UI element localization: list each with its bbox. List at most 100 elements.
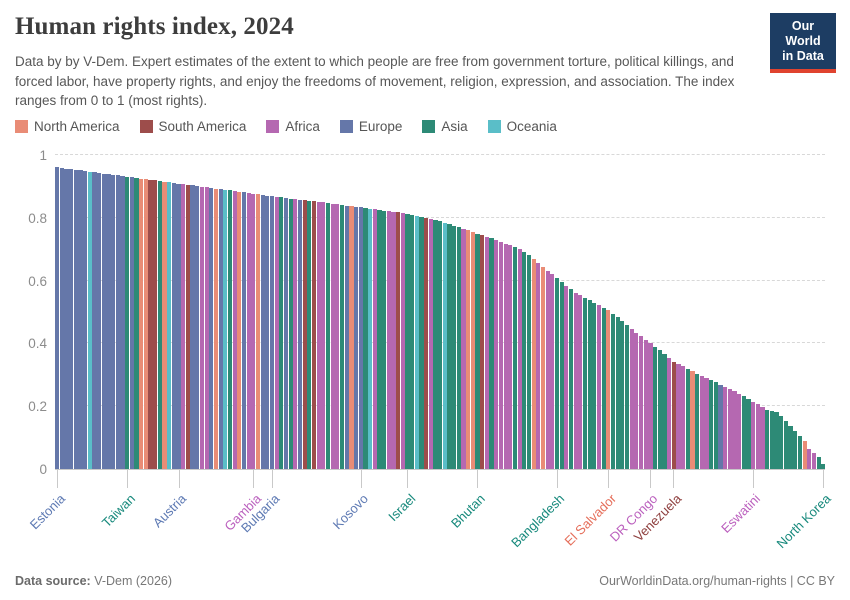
country-label-israel[interactable]: Israel bbox=[384, 491, 418, 525]
bar[interactable] bbox=[695, 373, 700, 469]
country-label-bhutan[interactable]: Bhutan bbox=[448, 491, 488, 531]
bar[interactable] bbox=[227, 190, 233, 469]
bar[interactable] bbox=[157, 181, 162, 469]
bar[interactable] bbox=[120, 176, 125, 469]
bar[interactable] bbox=[727, 388, 732, 469]
bar[interactable] bbox=[424, 217, 429, 469]
bar[interactable] bbox=[723, 386, 728, 469]
owid-url-license[interactable]: OurWorldinData.org/human-rights | CC BY bbox=[599, 574, 835, 588]
bar[interactable] bbox=[582, 297, 588, 469]
bar[interactable] bbox=[148, 179, 153, 469]
bar[interactable] bbox=[816, 457, 821, 469]
bar[interactable] bbox=[620, 321, 625, 469]
bar[interactable] bbox=[125, 176, 130, 469]
bar[interactable] bbox=[545, 270, 550, 469]
bar[interactable] bbox=[111, 174, 116, 469]
bar[interactable] bbox=[512, 247, 518, 469]
bar[interactable] bbox=[713, 382, 718, 469]
country-label-north-korea[interactable]: North Korea bbox=[773, 491, 834, 552]
legend-item-asia[interactable]: Asia bbox=[422, 119, 468, 134]
bar[interactable] bbox=[634, 332, 639, 469]
bar[interactable] bbox=[559, 281, 564, 469]
bar[interactable] bbox=[269, 196, 275, 469]
bar[interactable] bbox=[447, 224, 452, 469]
bar[interactable] bbox=[624, 325, 630, 469]
bar[interactable] bbox=[522, 252, 527, 469]
bar[interactable] bbox=[255, 194, 261, 469]
bar[interactable] bbox=[737, 393, 742, 469]
bar[interactable] bbox=[55, 166, 60, 469]
bar[interactable] bbox=[536, 263, 541, 469]
bar[interactable] bbox=[209, 187, 214, 469]
bar[interactable] bbox=[480, 235, 485, 469]
bar[interactable] bbox=[283, 198, 289, 469]
bar[interactable] bbox=[489, 238, 494, 469]
bar[interactable] bbox=[452, 225, 457, 469]
bar[interactable] bbox=[550, 274, 555, 469]
bar[interactable] bbox=[199, 186, 204, 469]
bar[interactable] bbox=[578, 295, 583, 469]
bar[interactable] bbox=[190, 185, 195, 469]
bar[interactable] bbox=[368, 208, 373, 469]
bar[interactable] bbox=[433, 220, 438, 469]
bar[interactable] bbox=[302, 200, 307, 469]
bar[interactable] bbox=[587, 300, 592, 469]
bar[interactable] bbox=[475, 233, 480, 469]
bar[interactable] bbox=[204, 187, 209, 469]
bar[interactable] bbox=[554, 278, 560, 469]
legend-item-north-america[interactable]: North America bbox=[15, 119, 120, 134]
bar[interactable] bbox=[807, 448, 812, 469]
bar[interactable] bbox=[643, 339, 648, 469]
bar[interactable] bbox=[106, 174, 111, 469]
bar[interactable] bbox=[344, 205, 349, 469]
bar[interactable] bbox=[274, 196, 279, 469]
country-label-estonia[interactable]: Estonia bbox=[26, 491, 68, 533]
bar[interactable] bbox=[638, 336, 644, 469]
bar[interactable] bbox=[167, 182, 172, 469]
bar[interactable] bbox=[265, 195, 270, 469]
bar[interactable] bbox=[115, 175, 120, 469]
bar[interactable] bbox=[498, 241, 503, 469]
bar[interactable] bbox=[503, 243, 508, 469]
bar[interactable] bbox=[685, 368, 690, 469]
bar[interactable] bbox=[419, 216, 424, 469]
bar[interactable] bbox=[648, 343, 653, 469]
bar[interactable] bbox=[354, 206, 359, 469]
owid-logo[interactable]: Our World in Data bbox=[770, 13, 836, 73]
bar[interactable] bbox=[64, 168, 69, 469]
bar[interactable] bbox=[508, 245, 513, 469]
bar[interactable] bbox=[466, 230, 471, 469]
bar[interactable] bbox=[751, 401, 756, 469]
country-label-austria[interactable]: Austria bbox=[150, 491, 190, 531]
bar[interactable] bbox=[802, 440, 807, 469]
bar[interactable] bbox=[438, 221, 443, 469]
bar[interactable] bbox=[382, 210, 387, 469]
bar[interactable] bbox=[681, 366, 686, 469]
bar[interactable] bbox=[377, 209, 382, 469]
bar[interactable] bbox=[470, 231, 475, 469]
bar[interactable] bbox=[363, 208, 368, 469]
bar[interactable] bbox=[139, 178, 144, 469]
bar[interactable] bbox=[232, 191, 237, 469]
bar[interactable] bbox=[288, 198, 293, 469]
bar[interactable] bbox=[456, 227, 461, 469]
bar[interactable] bbox=[414, 215, 419, 469]
bar[interactable] bbox=[779, 416, 784, 469]
bar[interactable] bbox=[83, 171, 88, 469]
bar[interactable] bbox=[821, 463, 826, 469]
bar[interactable] bbox=[662, 354, 667, 469]
bar[interactable] bbox=[69, 169, 74, 469]
bar[interactable] bbox=[293, 199, 298, 469]
country-label-kosovo[interactable]: Kosovo bbox=[330, 491, 372, 533]
bar[interactable] bbox=[153, 180, 158, 469]
bar[interactable] bbox=[653, 346, 658, 469]
bar[interactable] bbox=[59, 167, 64, 469]
bar[interactable] bbox=[73, 169, 78, 469]
bar[interactable] bbox=[755, 404, 760, 469]
bar[interactable] bbox=[279, 197, 284, 469]
bar[interactable] bbox=[797, 436, 802, 469]
bar[interactable] bbox=[676, 364, 681, 469]
bar[interactable] bbox=[335, 204, 340, 469]
bar[interactable] bbox=[671, 362, 676, 469]
legend-item-oceania[interactable]: Oceania bbox=[487, 119, 557, 134]
